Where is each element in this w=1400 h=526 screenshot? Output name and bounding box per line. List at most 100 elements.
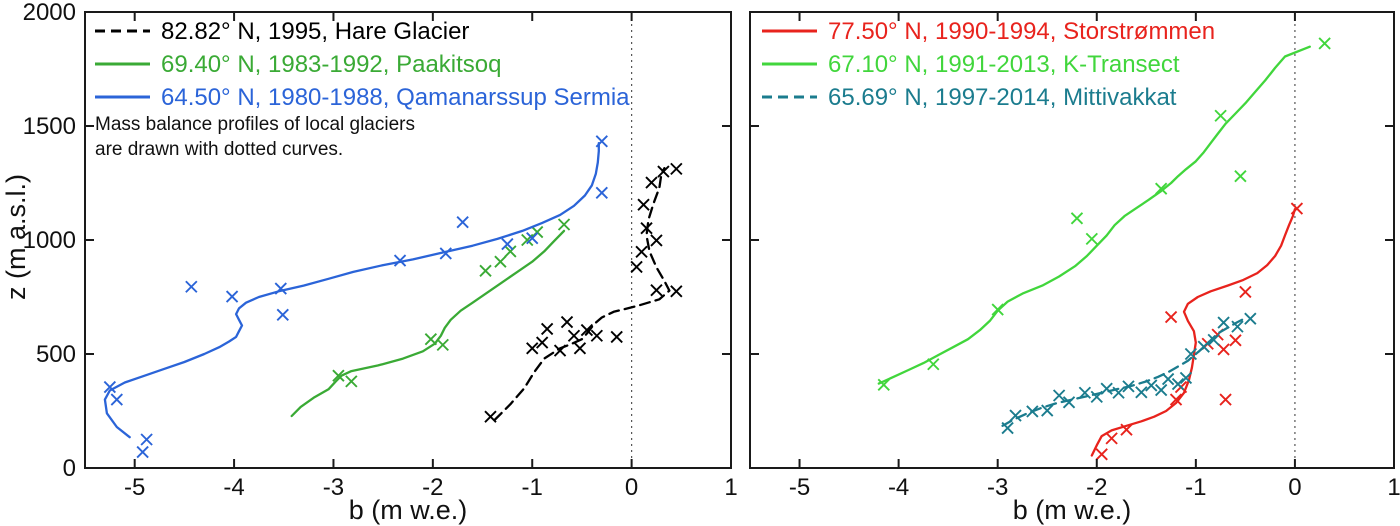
- x-marker: [595, 135, 608, 148]
- x-marker: [610, 330, 623, 344]
- panel-left: -5 -4 -3 -2 -1 0 1 0 500 1000 1500 2000 82.82° N, 19…: [23, 0, 738, 501]
- legend-label: 69.40° N, 1983-1992, Paakitsoq: [161, 51, 502, 78]
- x-marker: [1239, 285, 1252, 299]
- x-marker: [560, 315, 574, 329]
- x-marker: [1090, 390, 1103, 404]
- x-marker: [557, 218, 571, 231]
- x-marker: [670, 162, 683, 176]
- y-tick-label: 1500: [23, 113, 76, 140]
- x-marker: [1122, 380, 1135, 393]
- x-marker: [185, 280, 198, 293]
- x-marker: [1219, 393, 1232, 406]
- annotation-note-line2: are drawn with dotted curves.: [95, 139, 344, 160]
- x-tick-label: -2: [1086, 474, 1107, 501]
- y-tick-label: 1000: [23, 227, 76, 254]
- x-marker: [1085, 232, 1098, 246]
- x-marker: [630, 260, 643, 274]
- x-marker: [1197, 340, 1210, 353]
- x-tick-label: -4: [888, 474, 909, 501]
- x-marker: [567, 329, 581, 342]
- series-0-markers: [484, 162, 683, 423]
- x-marker: [276, 308, 289, 321]
- series-1-curve: [877, 45, 1311, 385]
- legend-label: 64.50° N, 1980-1988, Qamanarssup Sermia: [161, 84, 630, 111]
- x-marker: [1095, 448, 1108, 461]
- x-marker: [1179, 371, 1193, 385]
- series-2-curve: [1001, 315, 1249, 427]
- x-marker: [595, 186, 608, 199]
- annotation-note-line1: Mass balance profiles of local glaciers: [95, 114, 415, 135]
- x-marker: [225, 290, 239, 303]
- x-tick-label: -5: [789, 474, 810, 501]
- x-tick-label: 0: [625, 474, 638, 501]
- x-marker: [877, 378, 890, 391]
- x-marker: [1207, 333, 1220, 347]
- x-marker: [1062, 396, 1076, 409]
- x-marker: [494, 255, 507, 268]
- x-marker: [1112, 386, 1125, 399]
- x-marker: [424, 333, 438, 346]
- x-marker: [345, 375, 358, 388]
- x-marker: [1169, 393, 1183, 406]
- legend-label: 77.50° N, 1990-1994, Storstrømmen: [828, 18, 1215, 45]
- x-marker: [640, 221, 653, 235]
- x-marker: [274, 282, 287, 295]
- x-marker: [1164, 310, 1178, 324]
- x-marker: [1184, 347, 1198, 361]
- x-tick-label: -4: [223, 474, 244, 501]
- x-marker: [553, 344, 567, 357]
- series-1-markers: [877, 37, 1331, 391]
- x-marker: [1234, 169, 1247, 183]
- x-marker: [1052, 389, 1066, 402]
- x-marker: [657, 165, 670, 178]
- x-marker: [456, 216, 469, 229]
- x-marker: [1135, 386, 1148, 399]
- x-tick-label: 1: [724, 474, 737, 501]
- x-marker: [1026, 405, 1039, 418]
- x-marker: [670, 285, 683, 298]
- x-marker: [504, 245, 517, 258]
- x-tick-label: -1: [522, 474, 543, 501]
- x-marker: [1214, 109, 1227, 122]
- x-marker: [110, 393, 123, 406]
- x-marker: [1161, 372, 1175, 386]
- x-tick-label: -2: [422, 474, 443, 501]
- x-marker: [479, 264, 492, 277]
- x-marker: [1009, 409, 1022, 422]
- x-marker: [136, 445, 149, 459]
- x-marker: [637, 198, 650, 211]
- x-marker: [484, 410, 497, 423]
- x-marker: [1001, 421, 1014, 435]
- x-marker: [635, 245, 648, 259]
- x-marker: [436, 338, 449, 352]
- x-marker: [1318, 37, 1331, 50]
- annotation-note: Mass balance profiles of local glaciers …: [95, 112, 415, 162]
- x-marker: [1078, 386, 1092, 399]
- x-marker: [103, 380, 117, 394]
- x-tick-label: 0: [1288, 474, 1301, 501]
- x-marker: [1154, 182, 1168, 195]
- series-2-curve: [103, 141, 600, 439]
- legend-label: 82.82° N, 1995, Hare Glacier: [161, 18, 469, 45]
- series-2-markers: [103, 135, 608, 459]
- y-tick-label: 0: [63, 455, 76, 482]
- x-marker: [526, 232, 539, 245]
- x-marker: [573, 342, 587, 355]
- x-marker: [580, 323, 594, 337]
- x-marker: [1070, 212, 1084, 225]
- x-tick-label: -3: [323, 474, 344, 501]
- legend-label: 65.69° N, 1997-2014, Mittivakkat: [828, 84, 1177, 111]
- x-axis-label-left: b (m w.e.): [348, 495, 468, 525]
- x-marker: [650, 283, 663, 297]
- panel-border: [84, 11, 732, 469]
- x-marker: [590, 329, 604, 342]
- x-marker: [645, 176, 658, 189]
- x-marker: [140, 433, 153, 446]
- x-marker: [1041, 404, 1054, 417]
- series-0-markers: [1095, 202, 1304, 461]
- x-tick-label: -5: [124, 474, 145, 501]
- panel-right: -5 -4 -3 -2 -1 0 1 77.50° N, 1990-1994, Storstr…: [749, 11, 1400, 501]
- x-marker: [1217, 316, 1230, 329]
- x-marker: [1244, 312, 1257, 325]
